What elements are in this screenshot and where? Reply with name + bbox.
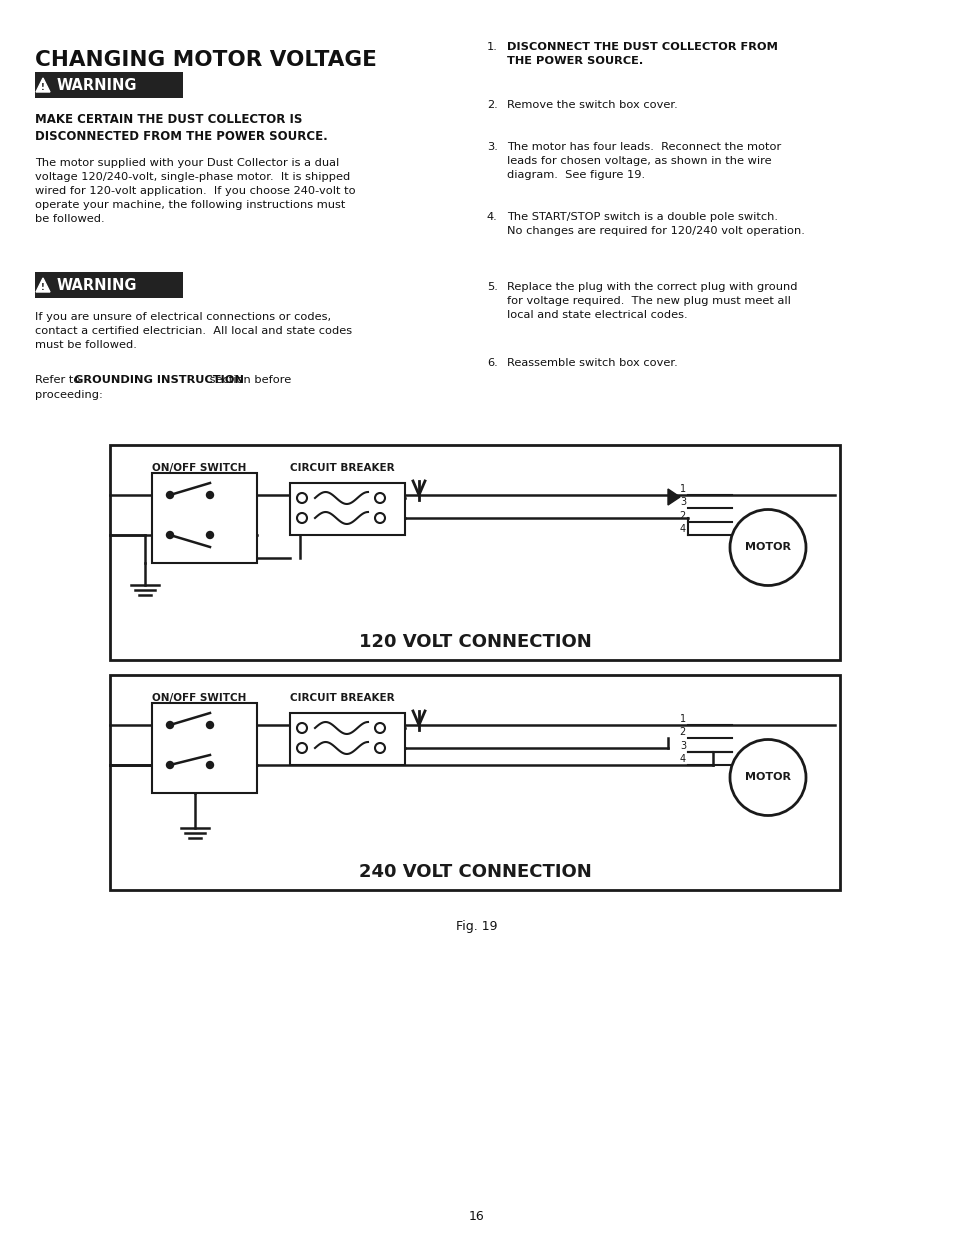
Text: 16: 16 bbox=[469, 1210, 484, 1223]
Text: The START/STOP switch is a double pole switch.
No changes are required for 120/2: The START/STOP switch is a double pole s… bbox=[506, 212, 804, 236]
Bar bbox=[110, 676, 840, 890]
Bar bbox=[152, 473, 256, 563]
Text: 3: 3 bbox=[679, 496, 685, 508]
Bar bbox=[35, 272, 183, 298]
Text: 1.: 1. bbox=[486, 42, 497, 52]
Text: Fig. 19: Fig. 19 bbox=[456, 920, 497, 932]
Text: 2: 2 bbox=[679, 511, 685, 521]
Bar bbox=[110, 445, 840, 659]
Circle shape bbox=[167, 721, 173, 729]
Text: Replace the plug with the correct plug with ground
for voltage required.  The ne: Replace the plug with the correct plug w… bbox=[506, 282, 797, 320]
Bar bbox=[290, 713, 405, 764]
Text: 2.: 2. bbox=[486, 100, 497, 110]
Text: 240 VOLT CONNECTION: 240 VOLT CONNECTION bbox=[358, 863, 591, 881]
Text: MAKE CERTAIN THE DUST COLLECTOR IS
DISCONNECTED FROM THE POWER SOURCE.: MAKE CERTAIN THE DUST COLLECTOR IS DISCO… bbox=[35, 112, 328, 143]
Text: 4: 4 bbox=[679, 524, 685, 534]
Text: Refer to: Refer to bbox=[35, 375, 84, 385]
Text: !: ! bbox=[41, 83, 45, 91]
Text: GROUNDING INSTRUCTION: GROUNDING INSTRUCTION bbox=[74, 375, 244, 385]
Circle shape bbox=[167, 492, 173, 499]
Circle shape bbox=[206, 762, 213, 768]
Text: If you are unsure of electrical connections or codes,
contact a certified electr: If you are unsure of electrical connecti… bbox=[35, 312, 352, 350]
Text: Reassemble switch box cover.: Reassemble switch box cover. bbox=[506, 358, 677, 368]
Circle shape bbox=[729, 740, 805, 815]
Text: 2: 2 bbox=[679, 727, 685, 737]
Text: CIRCUIT BREAKER: CIRCUIT BREAKER bbox=[290, 463, 395, 473]
Text: DISCONNECT THE DUST COLLECTOR FROM
THE POWER SOURCE.: DISCONNECT THE DUST COLLECTOR FROM THE P… bbox=[506, 42, 777, 65]
Text: ON/OFF SWITCH: ON/OFF SWITCH bbox=[152, 463, 246, 473]
Text: MOTOR: MOTOR bbox=[744, 542, 790, 552]
Text: WARNING: WARNING bbox=[57, 78, 137, 93]
Text: 5.: 5. bbox=[486, 282, 497, 291]
Text: The motor has four leads.  Reconnect the motor
leads for chosen voltage, as show: The motor has four leads. Reconnect the … bbox=[506, 142, 781, 180]
Bar bbox=[290, 483, 405, 535]
Text: 6.: 6. bbox=[486, 358, 497, 368]
Text: 120 VOLT CONNECTION: 120 VOLT CONNECTION bbox=[358, 634, 591, 651]
Text: CHANGING MOTOR VOLTAGE: CHANGING MOTOR VOLTAGE bbox=[35, 49, 376, 70]
Text: 3: 3 bbox=[679, 741, 685, 751]
Bar bbox=[35, 72, 183, 98]
Circle shape bbox=[729, 510, 805, 585]
Circle shape bbox=[167, 531, 173, 538]
Text: 1: 1 bbox=[679, 714, 685, 724]
Text: 3.: 3. bbox=[486, 142, 497, 152]
Text: MOTOR: MOTOR bbox=[744, 773, 790, 783]
Text: 4: 4 bbox=[679, 755, 685, 764]
Text: ON/OFF SWITCH: ON/OFF SWITCH bbox=[152, 693, 246, 703]
Bar bbox=[152, 703, 256, 793]
Text: The motor supplied with your Dust Collector is a dual
voltage 120/240-volt, sing: The motor supplied with your Dust Collec… bbox=[35, 158, 355, 224]
Polygon shape bbox=[36, 278, 50, 291]
Circle shape bbox=[206, 492, 213, 499]
Text: 1: 1 bbox=[679, 484, 685, 494]
Circle shape bbox=[206, 531, 213, 538]
Polygon shape bbox=[667, 489, 679, 505]
Text: 4.: 4. bbox=[486, 212, 497, 222]
Text: WARNING: WARNING bbox=[57, 278, 137, 293]
Text: section before: section before bbox=[206, 375, 291, 385]
Text: CIRCUIT BREAKER: CIRCUIT BREAKER bbox=[290, 693, 395, 703]
Text: Remove the switch box cover.: Remove the switch box cover. bbox=[506, 100, 677, 110]
Text: proceeding:: proceeding: bbox=[35, 390, 103, 400]
Text: !: ! bbox=[41, 283, 45, 291]
Polygon shape bbox=[36, 78, 50, 91]
Circle shape bbox=[206, 721, 213, 729]
Circle shape bbox=[167, 762, 173, 768]
